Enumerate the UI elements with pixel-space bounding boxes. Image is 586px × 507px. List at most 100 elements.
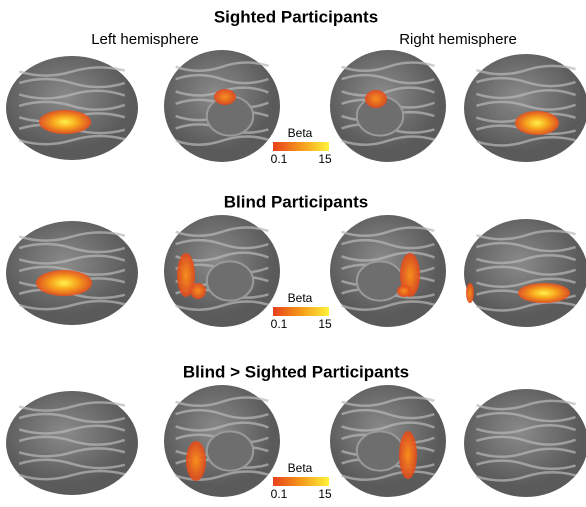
sulcus xyxy=(476,411,576,423)
brain-view xyxy=(464,54,586,162)
sulcus xyxy=(476,423,577,435)
sulcus xyxy=(175,73,269,85)
sulcus xyxy=(341,73,435,85)
sulcus xyxy=(341,300,435,311)
colorbar-max: 15 xyxy=(318,317,332,331)
sulcus xyxy=(476,229,576,241)
sulcus xyxy=(18,469,126,481)
sulcus xyxy=(18,66,126,77)
sulcus xyxy=(476,300,576,312)
sulcus xyxy=(476,447,576,458)
medial-wall xyxy=(355,430,405,472)
colorbar-label: Beta xyxy=(288,126,313,140)
brain-view xyxy=(6,391,138,495)
sulcus xyxy=(341,61,435,73)
sulcus xyxy=(18,242,126,254)
brain-view xyxy=(164,385,280,497)
sulcus xyxy=(18,412,126,424)
colorbar-min: 0.1 xyxy=(271,152,288,166)
sulcus xyxy=(476,135,576,147)
activation xyxy=(365,90,387,108)
sulcus xyxy=(175,238,269,250)
sulcus xyxy=(18,299,126,311)
activation xyxy=(515,111,559,135)
sulcus xyxy=(18,77,126,89)
left-hemisphere-label: Left hemisphere xyxy=(91,31,199,48)
sulcus xyxy=(476,277,576,288)
sulcus xyxy=(476,470,576,482)
sulcus xyxy=(476,241,576,253)
sulcus xyxy=(476,459,576,471)
sulcus xyxy=(175,61,269,73)
sulcus xyxy=(18,435,126,446)
sulcus xyxy=(175,135,269,146)
colorbar xyxy=(273,477,329,486)
sulcus xyxy=(476,265,577,276)
right-hemisphere-label: Right hemisphere xyxy=(399,31,517,48)
sulcus xyxy=(476,399,576,411)
colorbar-max: 15 xyxy=(318,152,332,166)
brain-view xyxy=(164,215,280,327)
brain-view xyxy=(464,219,586,327)
activation xyxy=(39,110,91,134)
sulcus xyxy=(18,254,126,265)
brain-view xyxy=(6,56,138,160)
sulcus xyxy=(175,470,269,481)
sulcus xyxy=(18,134,126,146)
brain-view xyxy=(330,215,446,327)
activation xyxy=(190,283,206,299)
sulcus xyxy=(175,408,269,420)
sulcus xyxy=(175,226,269,238)
sulcus xyxy=(341,238,435,250)
sulcus xyxy=(18,231,126,242)
sulcus xyxy=(476,253,577,265)
sulcus xyxy=(341,396,435,408)
sulcus xyxy=(341,86,435,97)
colorbar-label: Beta xyxy=(288,291,313,305)
sulcus xyxy=(341,408,435,420)
sulcus xyxy=(18,89,126,100)
colorbar xyxy=(273,142,329,151)
sulcus xyxy=(18,458,126,470)
panel-title: Blind Participants xyxy=(224,192,369,211)
activation xyxy=(466,283,474,303)
sulcus xyxy=(18,424,126,435)
activation xyxy=(177,253,195,297)
sulcus xyxy=(476,88,577,100)
brain-view xyxy=(164,50,280,162)
activation xyxy=(214,89,236,105)
colorbar xyxy=(273,307,329,316)
activation xyxy=(518,283,570,303)
sulcus xyxy=(476,64,576,76)
sulcus xyxy=(341,135,435,146)
sulcus xyxy=(341,421,435,432)
sulcus xyxy=(476,76,576,88)
brain-view xyxy=(464,389,586,497)
sulcus xyxy=(476,435,577,446)
sulcus xyxy=(18,401,126,412)
sulcus xyxy=(341,251,435,262)
activation xyxy=(186,441,206,481)
brain-view xyxy=(330,50,446,162)
colorbar-min: 0.1 xyxy=(271,317,288,331)
sulcus xyxy=(175,421,269,432)
medial-wall xyxy=(205,260,255,302)
sulcus xyxy=(18,447,126,458)
panel-title: Sighted Participants xyxy=(214,7,378,26)
colorbar-label: Beta xyxy=(288,461,313,475)
activation xyxy=(399,431,417,479)
sulcus xyxy=(476,100,577,111)
medial-wall xyxy=(355,260,405,302)
sulcus xyxy=(341,470,435,481)
activation xyxy=(36,270,92,296)
sulcus xyxy=(18,100,126,111)
sulcus xyxy=(341,226,435,238)
brain-view xyxy=(330,385,446,497)
panel-title: Blind > Sighted Participants xyxy=(183,362,409,381)
sulcus xyxy=(175,300,269,311)
activation xyxy=(397,285,411,297)
